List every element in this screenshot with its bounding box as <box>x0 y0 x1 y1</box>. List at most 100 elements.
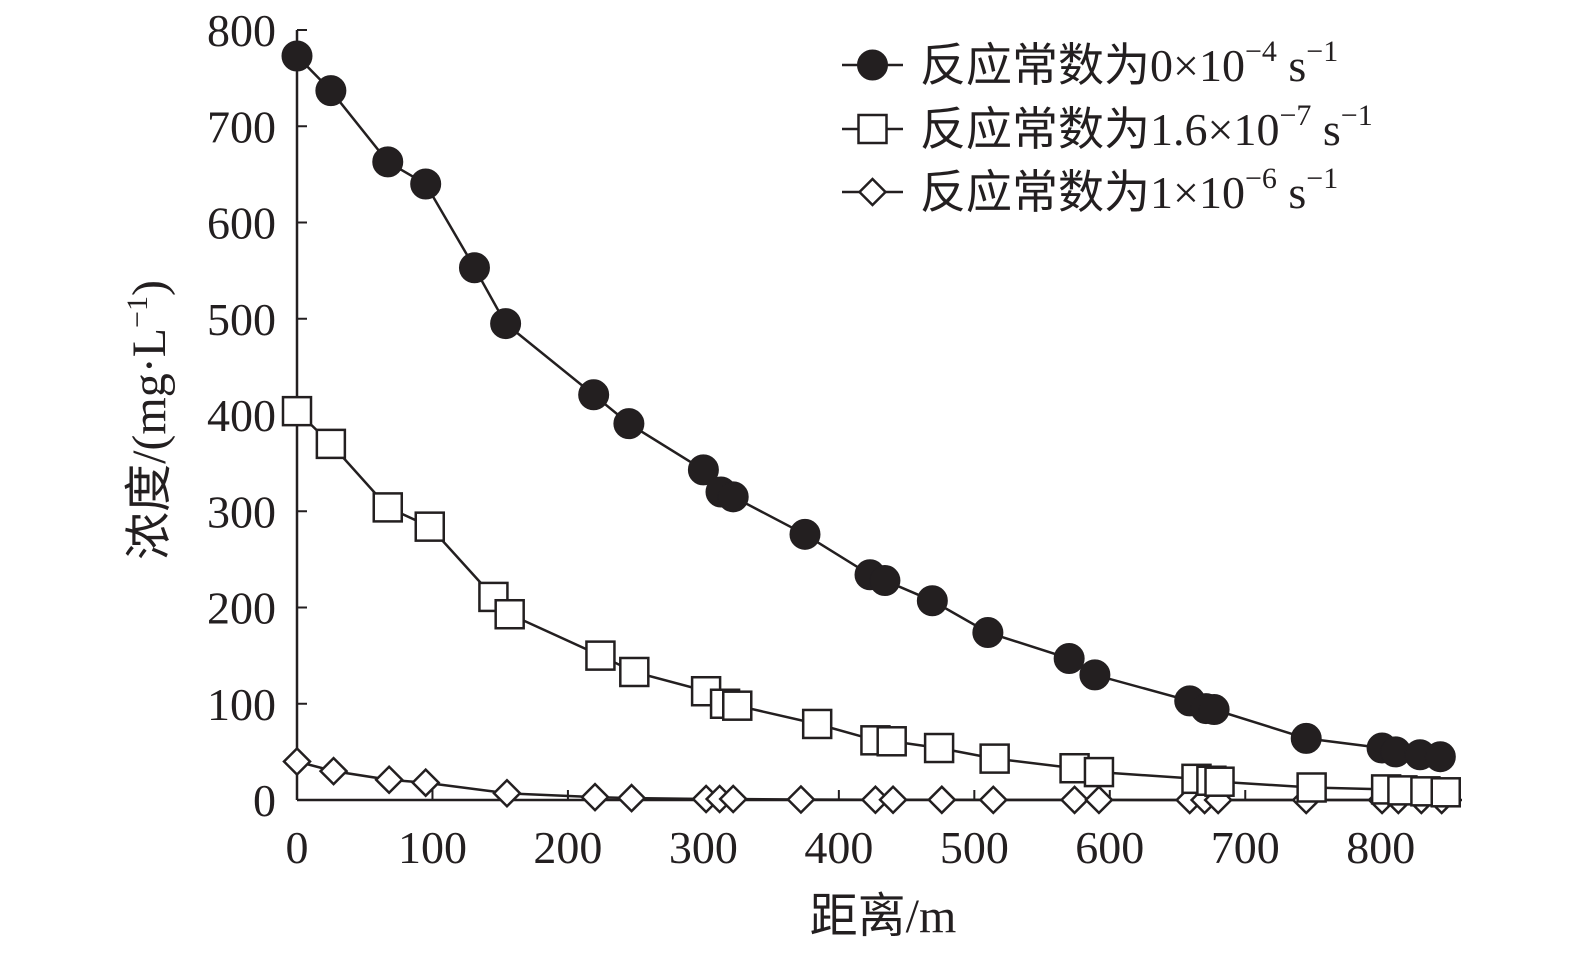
legend-item-series-k1e-6: 反应常数为1×10−6 s−1 <box>842 162 1338 218</box>
series-k0 <box>281 40 1456 773</box>
x-tick-label: 100 <box>398 822 467 873</box>
legend-label-exp: −6 <box>1245 162 1277 195</box>
legend-label: 反应常数为0×10−4 s−1 <box>920 35 1338 91</box>
legend-label-main: 反应常数为1×10 <box>920 167 1245 218</box>
legend-label-unit: s <box>1277 40 1306 91</box>
legend-label-main: 反应常数为0×10 <box>920 40 1245 91</box>
series-k0-point <box>687 454 719 486</box>
x-axis-title: 距离/m <box>810 890 957 943</box>
legend-item-series-k1-6e-7: 反应常数为1.6×10−7 s−1 <box>842 99 1373 155</box>
legend-label-unit: s <box>1277 167 1306 218</box>
y-tick-label: 700 <box>207 101 276 152</box>
series-k1e-6-point <box>878 784 908 815</box>
y-tick-label: 500 <box>207 294 276 345</box>
y-tick-label: 200 <box>207 583 276 634</box>
series-k0-point <box>458 252 490 284</box>
series-k1-6e-7-point <box>1430 777 1461 808</box>
series-k0-point <box>613 408 645 440</box>
x-axis: 0 100 200 300 400 500 600 700 800 <box>286 790 1415 873</box>
series-k0-point <box>717 481 749 513</box>
series-k1e-6-point <box>1059 785 1090 815</box>
series-k1-6e-7-point <box>1296 772 1327 803</box>
legend-marker <box>857 177 888 207</box>
series-k1-6e-7 <box>281 395 1461 808</box>
series-k1e-6-point <box>410 767 441 798</box>
series-k1e-6-point <box>927 785 957 815</box>
y-tick-label: 300 <box>207 486 276 537</box>
series-layer <box>281 40 1461 815</box>
series-k1e-6-point <box>978 785 1009 815</box>
series-k1e-6-point <box>374 765 404 795</box>
series-k1-6e-7-point <box>1083 756 1115 788</box>
legend-marker <box>857 113 888 145</box>
y-axis: 0 100 200 300 400 500 600 700 800 <box>207 5 307 826</box>
x-tick-label: 700 <box>1211 822 1280 873</box>
series-k1e-6 <box>282 746 1457 815</box>
series-k0-point <box>315 75 347 107</box>
legend-label-unit-exp: −1 <box>1306 162 1338 195</box>
series-k1e-6-point <box>318 756 349 786</box>
series-k0-point <box>972 617 1004 649</box>
y-tick-label: 600 <box>207 198 276 249</box>
x-tick-label: 300 <box>669 822 738 873</box>
series-k1e-6-point <box>492 778 522 809</box>
series-k0-point <box>916 585 948 617</box>
legend-label-unit-exp: −1 <box>1341 99 1373 132</box>
series-k1-6e-7-point <box>372 492 404 523</box>
y-tick-label: 800 <box>207 5 276 56</box>
series-k0-point <box>281 40 313 72</box>
y-tick-label: 0 <box>253 775 276 826</box>
series-k1-6e-7-point <box>619 656 650 688</box>
series-k1e-6-point <box>786 784 816 815</box>
series-k0-point <box>372 146 404 178</box>
series-k1-6e-7-point <box>876 726 907 757</box>
series-k0-point <box>869 565 901 597</box>
y-axis-title-main: 浓度/(mg·L <box>123 328 176 560</box>
series-k1-6e-7-point <box>923 732 955 764</box>
series-k1-6e-7-point <box>1204 766 1235 797</box>
legend-label-main: 反应常数为1.6×10 <box>920 104 1279 155</box>
legend-label-exp: −4 <box>1245 35 1277 68</box>
legend-marker <box>857 49 888 81</box>
legend-label-unit: s <box>1311 104 1340 155</box>
series-k1-6e-7-point <box>315 428 347 460</box>
legend-item-series-k0: 反应常数为0×10−4 s−1 <box>842 35 1338 91</box>
legend-label-exp: −7 <box>1279 99 1311 132</box>
series-k1-6e-7-point <box>979 743 1010 774</box>
series-k0-point <box>1053 643 1085 675</box>
x-tick-label: 0 <box>286 822 309 873</box>
x-tick-label: 600 <box>1075 822 1144 873</box>
series-k1e-6-point <box>616 783 647 813</box>
series-k0-point <box>578 379 610 411</box>
series-k1-6e-7-point <box>801 708 833 740</box>
series-k0-point <box>789 518 821 550</box>
series-k1-6e-7-point <box>414 511 446 542</box>
series-k1-6e-7-point <box>281 395 313 427</box>
series-k0-point <box>490 308 522 340</box>
y-axis-title-sup: −1 <box>121 296 154 328</box>
y-tick-label: 100 <box>207 679 276 730</box>
legend-label: 反应常数为1.6×10−7 s−1 <box>920 99 1373 155</box>
series-k1-6e-7-point <box>722 690 753 721</box>
x-tick-label: 200 <box>533 822 602 873</box>
x-tick-label: 500 <box>940 822 1009 873</box>
series-k0-point <box>1424 741 1456 773</box>
series-k0-point <box>1290 722 1322 754</box>
legend-label: 反应常数为1×10−6 s−1 <box>920 162 1338 218</box>
series-k1e-6-point <box>718 784 748 814</box>
series-k0-point <box>410 168 442 200</box>
plot-frame <box>295 30 1462 802</box>
series-k1-6e-7-point <box>494 598 525 630</box>
y-tick-label: 400 <box>207 390 276 441</box>
y-axis-title: 浓度/(mg·L−1) <box>121 280 176 560</box>
series-k1e-6-point <box>1084 785 1114 815</box>
series-k0-point <box>1079 659 1111 691</box>
series-k1-6e-7-point <box>585 640 616 671</box>
series-k1e-6-point <box>580 782 610 812</box>
x-tick-label: 400 <box>804 822 873 873</box>
series-k1e-6-point <box>282 746 312 777</box>
series-k0-point <box>1198 694 1230 726</box>
